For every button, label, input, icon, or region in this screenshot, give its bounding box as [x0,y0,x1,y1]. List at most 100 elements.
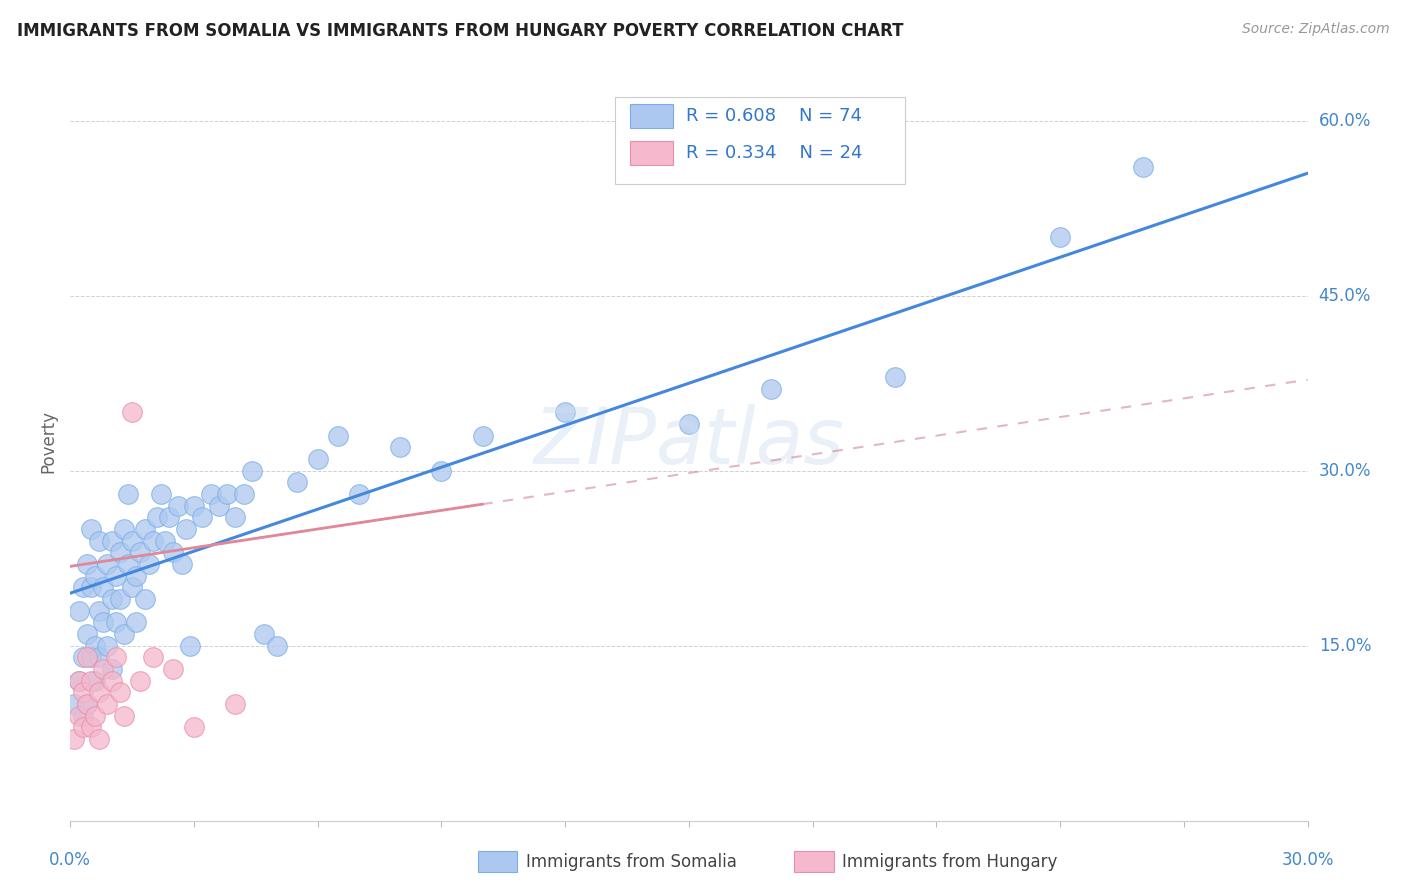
Point [72,650,94,665]
Point [146,510,169,524]
Point [72,708,94,723]
Point [67,673,90,688]
Text: Immigrants from Hungary: Immigrants from Hungary [842,853,1057,871]
Point [76,650,98,665]
Point [307,452,329,467]
Point [191,510,214,524]
Point [63,697,86,711]
Text: 30.0%: 30.0% [1281,851,1334,869]
Point [84,673,107,688]
Point [112,627,135,641]
Point [96,557,118,571]
Point [328,428,350,442]
Point [80,673,103,688]
Text: 30.0%: 30.0% [1319,462,1371,480]
Text: R = 0.608    N = 74: R = 0.608 N = 74 [686,107,862,125]
Point [121,533,143,548]
Point [100,533,122,548]
Point [129,673,152,688]
Text: Source: ZipAtlas.com: Source: ZipAtlas.com [1241,22,1389,37]
Point [89,604,111,618]
Point [162,545,184,559]
Text: 0.0%: 0.0% [49,851,91,869]
FancyBboxPatch shape [614,96,905,184]
Point [761,382,783,396]
Point [63,731,86,746]
Point [240,464,263,478]
Point [89,731,111,746]
Point [100,592,122,607]
Point [117,487,139,501]
Point [150,487,173,501]
Point [183,720,205,734]
Point [166,499,188,513]
Point [430,464,453,478]
Point [200,487,222,501]
Point [108,545,131,559]
Point [157,510,180,524]
Point [80,650,103,665]
Point [179,639,201,653]
Point [91,615,114,630]
Point [91,580,114,594]
Point [142,650,165,665]
Point [138,557,160,571]
Point [253,627,276,641]
Point [76,557,98,571]
Point [104,615,127,630]
Point [80,522,103,536]
Point [224,697,246,711]
Point [96,639,118,653]
Point [104,568,127,582]
Point [678,417,700,431]
Point [112,522,135,536]
Point [224,510,246,524]
Point [183,499,205,513]
Text: R = 0.334    N = 24: R = 0.334 N = 24 [686,144,863,161]
Point [76,697,98,711]
Text: 45.0%: 45.0% [1319,286,1371,305]
FancyBboxPatch shape [630,104,673,128]
Point [347,487,370,501]
Point [884,370,907,384]
Point [170,557,193,571]
Point [67,604,90,618]
Point [112,708,135,723]
Point [89,650,111,665]
Point [153,533,176,548]
Point [84,639,107,653]
Point [84,708,107,723]
Point [162,662,184,676]
Point [1132,161,1154,175]
Point [389,441,412,455]
Point [67,708,90,723]
Point [84,568,107,582]
Text: 15.0%: 15.0% [1319,637,1371,655]
Point [134,592,156,607]
Point [96,697,118,711]
Point [471,428,494,442]
Point [76,627,98,641]
Text: Immigrants from Somalia: Immigrants from Somalia [526,853,737,871]
FancyBboxPatch shape [630,141,673,165]
Text: ZIPatlas: ZIPatlas [533,403,845,480]
Point [72,580,94,594]
Point [76,697,98,711]
Y-axis label: Poverty: Poverty [39,410,58,473]
Point [67,673,90,688]
Point [121,405,143,419]
Point [215,487,238,501]
Point [104,650,127,665]
Text: IMMIGRANTS FROM SOMALIA VS IMMIGRANTS FROM HUNGARY POVERTY CORRELATION CHART: IMMIGRANTS FROM SOMALIA VS IMMIGRANTS FR… [17,22,904,40]
Point [174,522,197,536]
Text: 60.0%: 60.0% [1319,112,1371,129]
Point [108,685,131,699]
Point [100,673,122,688]
Point [266,639,288,653]
Point [208,499,231,513]
Point [72,720,94,734]
Point [232,487,254,501]
Point [129,545,152,559]
Point [117,557,139,571]
Point [285,475,308,490]
